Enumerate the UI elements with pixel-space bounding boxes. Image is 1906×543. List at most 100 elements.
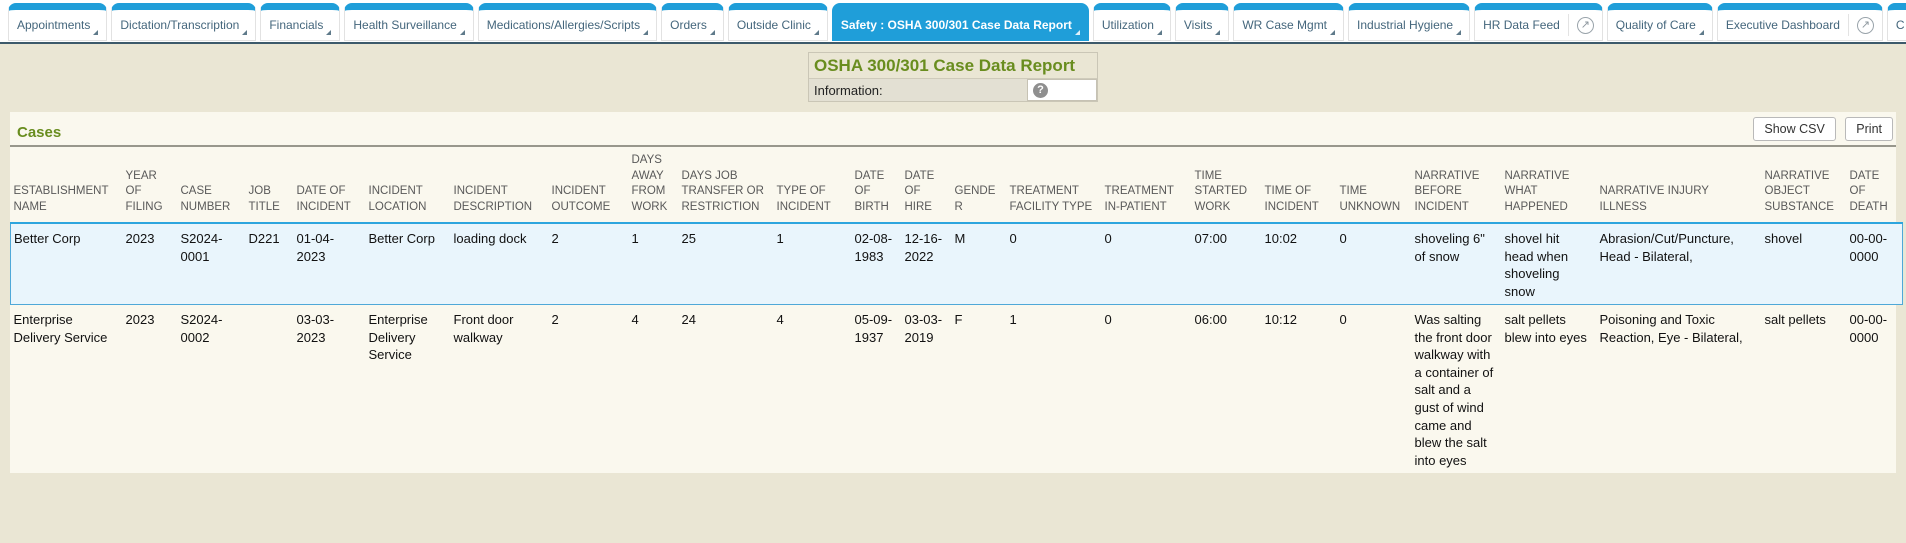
show-csv-button[interactable]: Show CSV (1753, 117, 1836, 141)
tab-quality-of-care[interactable]: Quality of Care (1606, 3, 1713, 41)
tab-financials[interactable]: Financials (260, 3, 341, 41)
cases-panel: Cases Show CSV Print ESTABLISHMENT NAME Y… (10, 112, 1903, 474)
column-header[interactable]: DAYS JOB TRANSFER OR RESTRICTION (681, 169, 764, 213)
table-cell: D221 (245, 222, 294, 306)
tab-divider (1847, 14, 1849, 36)
table-cell: Better Corp (10, 222, 123, 306)
tab-wr-case-mgmt[interactable]: WR Case Mgmt (1233, 3, 1345, 41)
tab-label: Orders (670, 18, 707, 32)
table-cell: 0 (1006, 222, 1102, 306)
help-box: ? (1027, 79, 1097, 101)
tab-safety-osha-300-301-case-data-report[interactable]: Safety : OSHA 300/301 Case Data Report (831, 3, 1089, 41)
column-header[interactable]: DAYS AWAY FROM WORK (631, 154, 668, 213)
table-cell: M (951, 222, 1007, 306)
column-header[interactable]: NARRATIVE WHAT HAPPENED (1504, 169, 1570, 213)
column-header[interactable]: JOB TITLE (248, 185, 280, 213)
table-cell: 24 (681, 312, 696, 328)
table-cell: 03-03-2019 (904, 312, 943, 345)
table-cell: 2 (551, 312, 559, 328)
dropdown-caret-icon (242, 30, 248, 35)
column-header[interactable]: INCIDENT LOCATION (368, 185, 427, 213)
column-header[interactable]: NARRATIVE BEFORE INCIDENT (1414, 169, 1480, 213)
dropdown-caret-icon (1074, 30, 1080, 35)
print-button[interactable]: Print (1845, 117, 1893, 141)
column-header[interactable]: YEAR OF FILING (125, 169, 163, 213)
table-cell: 2 (548, 222, 629, 306)
tab-label: Medications/Allergies/Scripts (486, 18, 641, 32)
dropdown-caret-icon (93, 30, 99, 35)
external-link-icon[interactable]: ↗ (1576, 16, 1594, 34)
tab-label: WR Case Mgmt (1242, 18, 1328, 32)
tab-label: Safety : OSHA 300/301 Case Data Report (840, 18, 1072, 32)
cases-toolbar: Show CSV Print (1748, 117, 1893, 141)
column-header[interactable]: ESTABLISHMENT NAME (13, 185, 109, 213)
tab-hr-data-feed[interactable]: HR Data Feed ↗ (1474, 3, 1603, 41)
tab-medications-allergies-scripts[interactable]: Medications/Allergies/Scripts (477, 3, 658, 41)
table-cell: salt pellets blew into eyes (1504, 312, 1587, 345)
column-header[interactable]: TYPE OF INCIDENT (776, 185, 831, 213)
table-cell: 00-00-0000 (1849, 312, 1888, 345)
tab-label: Outside Clinic (736, 18, 811, 32)
column-header[interactable]: GENDER (954, 185, 996, 213)
page-title: OSHA 300/301 Case Data Report (814, 56, 1076, 75)
column-header[interactable]: TREATMENT FACILITY TYPE (1009, 185, 1093, 213)
column-header[interactable]: NARRATIVE INJURY ILLNESS (1599, 185, 1709, 213)
column-header[interactable]: TREATMENT IN-PATIENT (1104, 185, 1174, 213)
tab-label: HR Data Feed (1483, 18, 1560, 32)
table-header-row: ESTABLISHMENT NAME YEAR OF FILING CASE NUM… (10, 147, 1903, 224)
tab-outside-clinic[interactable]: Outside Clinic (727, 3, 828, 41)
cases-table: ESTABLISHMENT NAME YEAR OF FILING CASE NUM… (10, 147, 1903, 473)
tab-industrial-hygiene[interactable]: Industrial Hygiene (1348, 3, 1471, 41)
column-header[interactable]: DATE OF BIRTH (854, 169, 889, 213)
table-cell: 2023 (125, 312, 155, 328)
table-cell: 0 (1336, 222, 1412, 306)
table-cell: 0 (1104, 312, 1112, 328)
column-header[interactable]: DATE OF INCIDENT (296, 185, 351, 213)
column-header[interactable]: DATE OF DEATH (1849, 169, 1888, 213)
section-divider (10, 145, 1896, 147)
tab-label: Health Surveillance (353, 18, 457, 32)
column-header[interactable]: TIME UNKNOWN (1339, 185, 1401, 213)
table-row[interactable]: Enterprise Delivery Service 2023 S2024-000… (11, 305, 1903, 473)
column-header[interactable]: INCIDENT OUTCOME (551, 185, 611, 213)
tab-health-surveillance[interactable]: Health Surveillance (344, 3, 474, 41)
table-cell: 05-09-1937 (854, 312, 893, 345)
tab-c[interactable]: C (1886, 3, 1906, 41)
tab-visits[interactable]: Visits (1174, 3, 1230, 41)
section-title-cases: Cases (17, 124, 62, 141)
table-cell: 1 (628, 222, 679, 306)
tab-label: Visits (1183, 18, 1213, 32)
table-cell: Better Corp (365, 222, 451, 306)
table-cell: 25 (678, 222, 774, 306)
table-cell (246, 305, 294, 473)
column-header[interactable]: TIME OF INCIDENT (1264, 185, 1319, 213)
dropdown-caret-icon (1156, 30, 1162, 35)
cases-header-row: Cases Show CSV Print (10, 112, 1896, 145)
tab-executive-dashboard[interactable]: Executive Dashboard ↗ (1716, 3, 1883, 41)
table-cell: 06:00 (1194, 312, 1228, 328)
tab-orders[interactable]: Orders (661, 3, 724, 41)
column-header[interactable]: TIME STARTED WORK (1194, 169, 1248, 213)
external-link-icon[interactable]: ↗ (1856, 16, 1874, 34)
dropdown-caret-icon (1456, 30, 1462, 35)
column-header[interactable]: DATE OF HIRE (904, 169, 935, 213)
table-cell: Poisoning and Toxic Reaction, Eye - Bila… (1599, 312, 1743, 345)
tab-utilization[interactable]: Utilization (1092, 3, 1171, 41)
dropdown-caret-icon (1215, 30, 1221, 35)
table-cell: Enterprise Delivery Service (368, 312, 428, 363)
tab-label: Appointments (17, 18, 91, 32)
tab-dictation-transcription[interactable]: Dictation/Transcription (111, 3, 257, 41)
tab-label: Quality of Care (1615, 18, 1696, 32)
tab-label: Utilization (1101, 18, 1154, 32)
column-header[interactable]: INCIDENT DESCRIPTION (453, 185, 533, 213)
table-row[interactable]: Better Corp 2023 S2024-0001 D221 01-04-2023 B… (10, 222, 1903, 306)
table-cell: shovel hit head when shoveling snow (1501, 222, 1597, 306)
column-header[interactable]: NARRATIVE OBJECT SUBSTANCE (1764, 169, 1834, 213)
column-header[interactable]: CASE NUMBER (180, 185, 231, 213)
table-cell: 07:00 (1191, 222, 1262, 306)
table-cell: F (954, 312, 963, 328)
dropdown-caret-icon (813, 30, 819, 35)
help-icon[interactable]: ? (1033, 82, 1048, 98)
tab-label: Dictation/Transcription (120, 18, 240, 32)
tab-appointments[interactable]: Appointments (8, 3, 108, 41)
